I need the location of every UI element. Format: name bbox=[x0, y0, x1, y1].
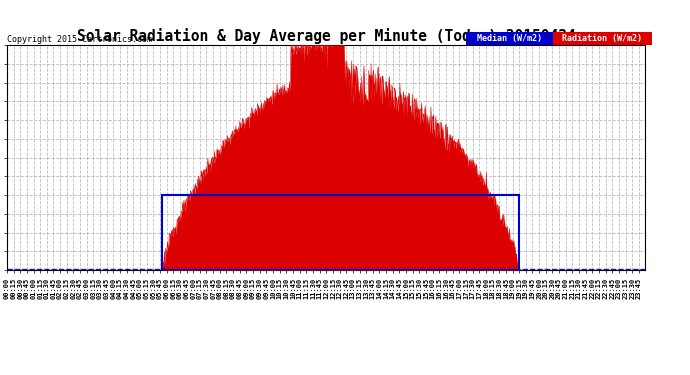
Bar bbox=[162, 195, 519, 270]
Text: Copyright 2015 Cartronics.com: Copyright 2015 Cartronics.com bbox=[7, 35, 152, 44]
FancyBboxPatch shape bbox=[553, 32, 651, 45]
Text: Median (W/m2): Median (W/m2) bbox=[477, 34, 542, 43]
Title: Solar Radiation & Day Average per Minute (Today) 20150424: Solar Radiation & Day Average per Minute… bbox=[77, 28, 575, 44]
FancyBboxPatch shape bbox=[466, 32, 553, 45]
Text: Radiation (W/m2): Radiation (W/m2) bbox=[562, 34, 642, 43]
